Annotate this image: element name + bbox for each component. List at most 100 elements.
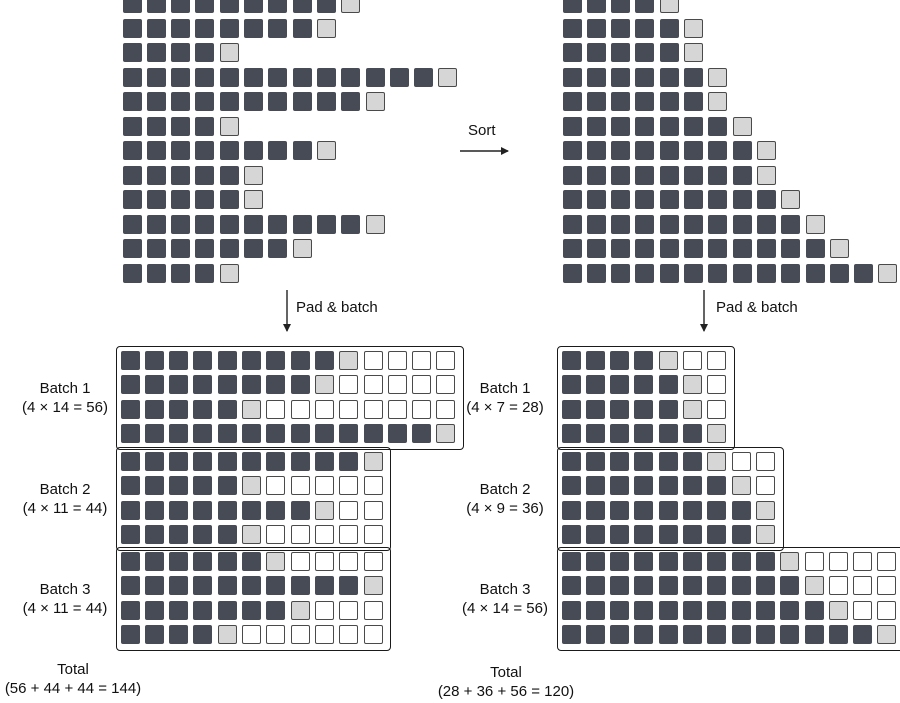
padding-cell — [828, 551, 848, 571]
token-cell — [659, 92, 679, 111]
token-cell — [562, 214, 582, 234]
token-cell — [562, 263, 582, 283]
padding-cell — [314, 476, 334, 496]
token-cell — [586, 165, 606, 185]
end-token-cell — [683, 375, 702, 395]
token-cell — [122, 0, 142, 13]
padding-cell — [436, 350, 456, 370]
token-cell — [659, 239, 679, 258]
token-cell — [634, 600, 654, 620]
token-cell — [266, 500, 286, 520]
token-cell — [561, 375, 581, 395]
end-token-cell — [829, 239, 849, 258]
token-cell — [387, 424, 407, 444]
token-cell — [290, 350, 310, 370]
token-cell — [217, 551, 237, 571]
token-cell — [169, 424, 189, 444]
token-cell — [292, 0, 312, 13]
end-token-cell — [756, 165, 776, 185]
token-cell — [171, 263, 191, 283]
total-right: Total (28 + 36 + 56 = 120) — [430, 663, 582, 701]
batch-title: Batch 2 — [479, 481, 531, 499]
token-cell — [683, 500, 702, 520]
token-cell — [144, 375, 164, 395]
token-cell — [314, 576, 334, 596]
token-cell — [171, 43, 191, 62]
token-cell — [610, 551, 630, 571]
token-cell — [684, 165, 703, 185]
token-cell — [562, 190, 582, 209]
token-cell — [144, 625, 164, 645]
token-cell — [708, 263, 728, 283]
token-cell — [169, 375, 189, 395]
token-cell — [659, 67, 679, 87]
token-cell — [244, 0, 263, 13]
token-cell — [120, 399, 140, 419]
token-cell — [611, 214, 631, 234]
token-cell — [684, 67, 703, 87]
padding-cell — [266, 399, 286, 419]
padding-cell — [707, 375, 727, 395]
token-cell — [561, 350, 581, 370]
end-token-cell — [292, 239, 312, 258]
padding-cell — [363, 500, 383, 520]
end-token-cell — [659, 0, 679, 13]
token-cell — [292, 67, 312, 87]
token-cell — [120, 451, 140, 471]
padding-cell — [387, 375, 407, 395]
token-cell — [683, 600, 702, 620]
token-cell — [122, 67, 142, 87]
end-token-cell — [363, 576, 383, 596]
token-cell — [144, 551, 164, 571]
token-cell — [120, 600, 140, 620]
end-token-cell — [828, 600, 848, 620]
token-cell — [219, 214, 239, 234]
token-cell — [659, 141, 679, 160]
padding-cell — [707, 399, 727, 419]
token-cell — [144, 476, 164, 496]
token-cell — [268, 67, 288, 87]
token-cell — [122, 190, 142, 209]
token-cell — [562, 239, 582, 258]
token-cell — [171, 214, 191, 234]
token-cell — [562, 116, 582, 136]
token-cell — [389, 67, 409, 87]
padding-cell — [683, 350, 702, 370]
token-cell — [635, 18, 655, 38]
token-cell — [146, 18, 166, 38]
token-cell — [193, 375, 213, 395]
padding-cell — [363, 375, 383, 395]
token-cell — [731, 576, 751, 596]
padding-cell — [266, 625, 286, 645]
padding-cell — [242, 625, 261, 645]
token-cell — [707, 476, 727, 496]
token-cell — [659, 18, 679, 38]
token-cell — [683, 551, 702, 571]
token-cell — [708, 214, 728, 234]
batch-size-formula: (4 × 9 = 36) — [466, 500, 544, 518]
padding-cell — [314, 625, 334, 645]
token-cell — [585, 375, 605, 395]
token-cell — [268, 92, 288, 111]
padding-cell — [828, 576, 848, 596]
token-cell — [122, 92, 142, 111]
token-cell — [195, 0, 215, 13]
padding-cell — [314, 551, 334, 571]
token-cell — [683, 576, 702, 596]
padding-cell — [755, 451, 775, 471]
batch-title: Batch 1 — [479, 380, 531, 398]
token-cell — [586, 43, 606, 62]
end-token-cell — [755, 525, 775, 545]
token-cell — [120, 500, 140, 520]
token-cell — [195, 190, 215, 209]
token-cell — [635, 165, 655, 185]
token-cell — [610, 451, 630, 471]
token-cell — [635, 116, 655, 136]
token-cell — [635, 92, 655, 111]
token-cell — [561, 576, 581, 596]
token-cell — [634, 500, 654, 520]
token-cell — [314, 424, 334, 444]
token-cell — [634, 551, 654, 571]
token-cell — [610, 476, 630, 496]
batch-2-label: Batch 2 (4 × 9 = 36) — [445, 480, 565, 518]
